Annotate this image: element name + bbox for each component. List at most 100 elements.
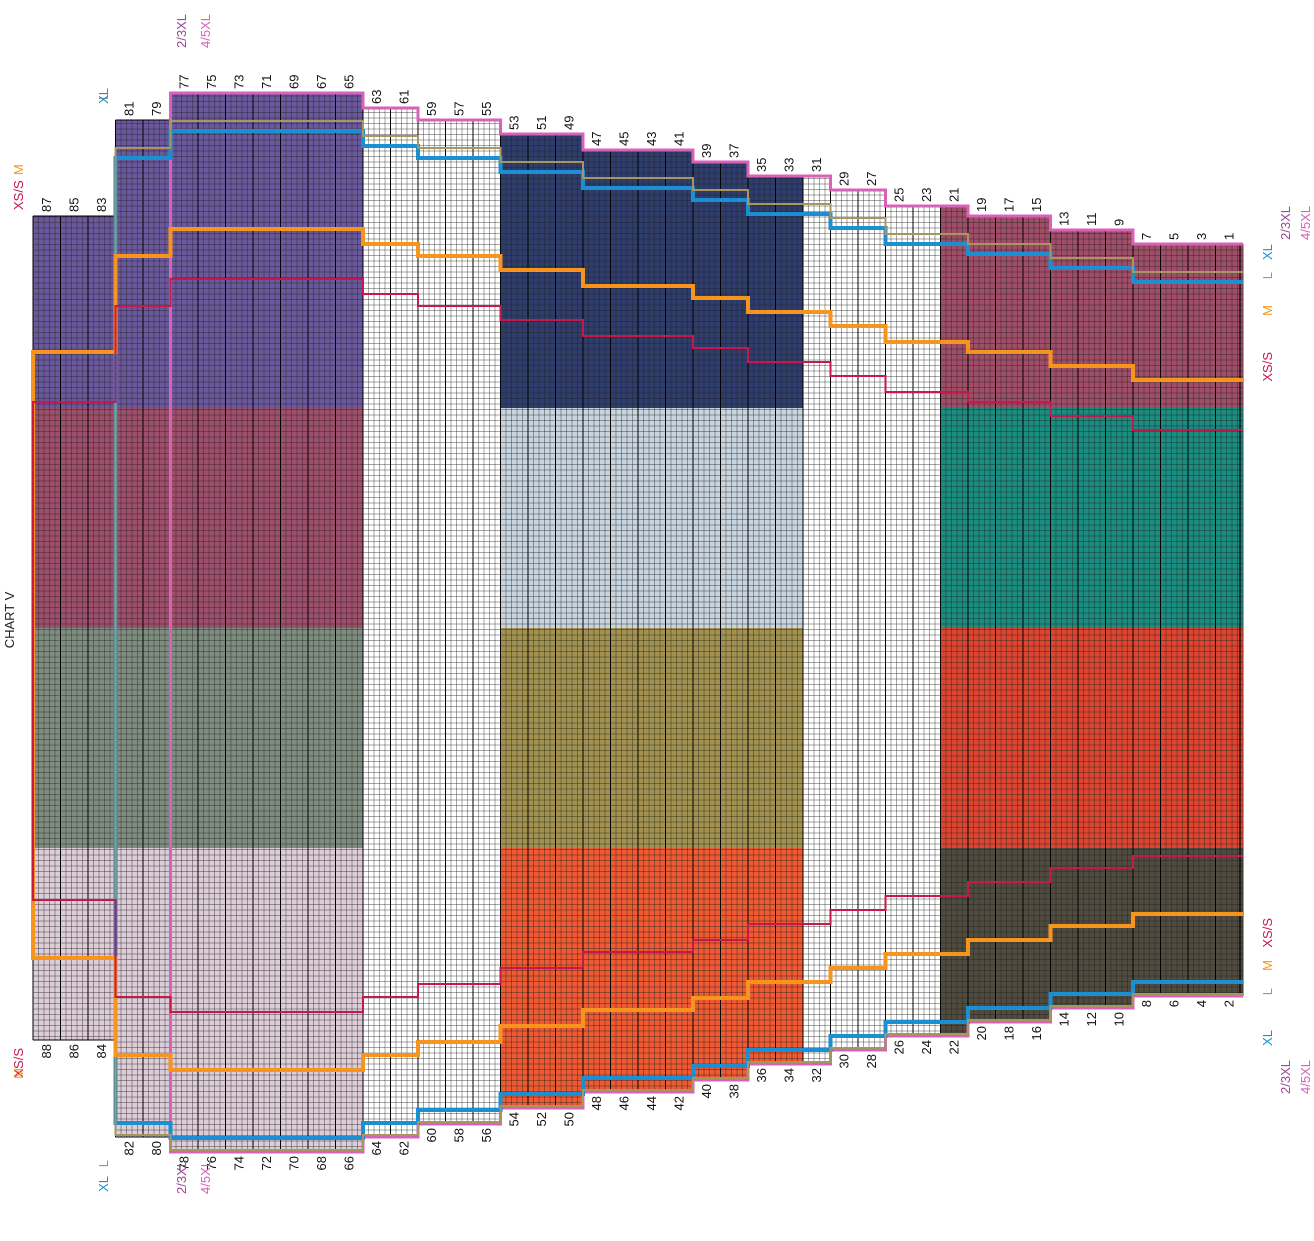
color-block bbox=[1023, 628, 1051, 848]
color-block bbox=[280, 628, 309, 848]
color-block bbox=[1215, 628, 1244, 848]
color-block bbox=[33, 848, 61, 1040]
color-block bbox=[280, 848, 309, 1152]
color-block bbox=[720, 628, 749, 848]
color-block bbox=[1160, 244, 1189, 408]
color-block bbox=[335, 408, 364, 628]
color-block bbox=[88, 848, 116, 1040]
color-block bbox=[1133, 244, 1161, 408]
color-block bbox=[748, 628, 776, 848]
color-block bbox=[528, 628, 556, 848]
color-block bbox=[88, 216, 116, 408]
color-block bbox=[583, 628, 611, 848]
color-block bbox=[720, 162, 749, 408]
color-block bbox=[610, 848, 639, 1092]
color-block bbox=[995, 848, 1024, 1022]
color-block bbox=[308, 408, 336, 628]
color-block bbox=[335, 93, 364, 408]
color-block bbox=[1105, 628, 1134, 848]
color-block bbox=[143, 628, 171, 848]
color-block bbox=[555, 408, 584, 628]
color-block bbox=[638, 628, 666, 848]
color-block bbox=[60, 848, 89, 1040]
color-block bbox=[528, 848, 556, 1108]
color-block bbox=[1188, 848, 1216, 996]
color-block bbox=[583, 408, 611, 628]
color-block bbox=[280, 408, 309, 628]
color-block bbox=[115, 120, 144, 408]
color-block bbox=[280, 93, 309, 408]
color-block bbox=[1133, 628, 1161, 848]
color-block bbox=[198, 408, 226, 628]
color-block bbox=[1215, 244, 1244, 408]
color-block bbox=[225, 93, 254, 408]
color-block bbox=[995, 628, 1024, 848]
color-block bbox=[693, 848, 721, 1080]
color-block bbox=[308, 628, 336, 848]
color-block bbox=[1023, 408, 1051, 628]
color-block bbox=[665, 408, 694, 628]
color-block bbox=[968, 216, 996, 408]
color-block bbox=[748, 176, 776, 408]
color-block bbox=[225, 628, 254, 848]
color-block bbox=[610, 628, 639, 848]
color-block bbox=[665, 628, 694, 848]
color-block bbox=[33, 628, 61, 848]
color-block bbox=[253, 93, 281, 408]
color-block bbox=[995, 216, 1024, 408]
color-block bbox=[610, 150, 639, 408]
color-block bbox=[1050, 230, 1079, 408]
color-block bbox=[968, 628, 996, 848]
color-block bbox=[940, 628, 969, 848]
color-block bbox=[1078, 628, 1106, 848]
color-block bbox=[1105, 408, 1134, 628]
color-block bbox=[1078, 230, 1106, 408]
color-block bbox=[115, 408, 144, 628]
color-block bbox=[170, 93, 199, 408]
color-block bbox=[528, 408, 556, 628]
color-block bbox=[308, 93, 336, 408]
color-block bbox=[198, 93, 226, 408]
color-block bbox=[720, 848, 749, 1080]
color-block bbox=[940, 848, 969, 1036]
color-block bbox=[1078, 408, 1106, 628]
color-block bbox=[335, 848, 364, 1152]
color-block bbox=[775, 848, 804, 1064]
color-block bbox=[60, 628, 89, 848]
color-block bbox=[665, 848, 694, 1092]
color-block bbox=[33, 408, 61, 628]
color-block bbox=[115, 628, 144, 848]
color-block bbox=[775, 176, 804, 408]
color-block bbox=[748, 408, 776, 628]
color-block bbox=[1215, 848, 1244, 996]
color-block bbox=[940, 206, 969, 408]
color-block bbox=[308, 848, 336, 1152]
color-block bbox=[198, 628, 226, 848]
color-block bbox=[1215, 408, 1244, 628]
color-block bbox=[143, 120, 171, 408]
color-block bbox=[610, 408, 639, 628]
color-block bbox=[1023, 216, 1051, 408]
color-block bbox=[500, 408, 529, 628]
color-block bbox=[88, 408, 116, 628]
color-block bbox=[638, 150, 666, 408]
color-block bbox=[555, 628, 584, 848]
color-block bbox=[638, 848, 666, 1092]
color-block bbox=[253, 848, 281, 1152]
color-block bbox=[1133, 408, 1161, 628]
color-block bbox=[583, 848, 611, 1092]
color-block bbox=[693, 162, 721, 408]
color-block bbox=[1133, 848, 1161, 996]
color-block bbox=[968, 408, 996, 628]
color-block bbox=[775, 628, 804, 848]
color-block bbox=[1160, 408, 1189, 628]
color-block bbox=[500, 628, 529, 848]
color-block bbox=[170, 408, 199, 628]
color-block bbox=[693, 628, 721, 848]
color-block bbox=[1188, 244, 1216, 408]
color-block bbox=[1188, 408, 1216, 628]
color-block bbox=[335, 628, 364, 848]
color-block bbox=[775, 408, 804, 628]
color-block bbox=[143, 408, 171, 628]
